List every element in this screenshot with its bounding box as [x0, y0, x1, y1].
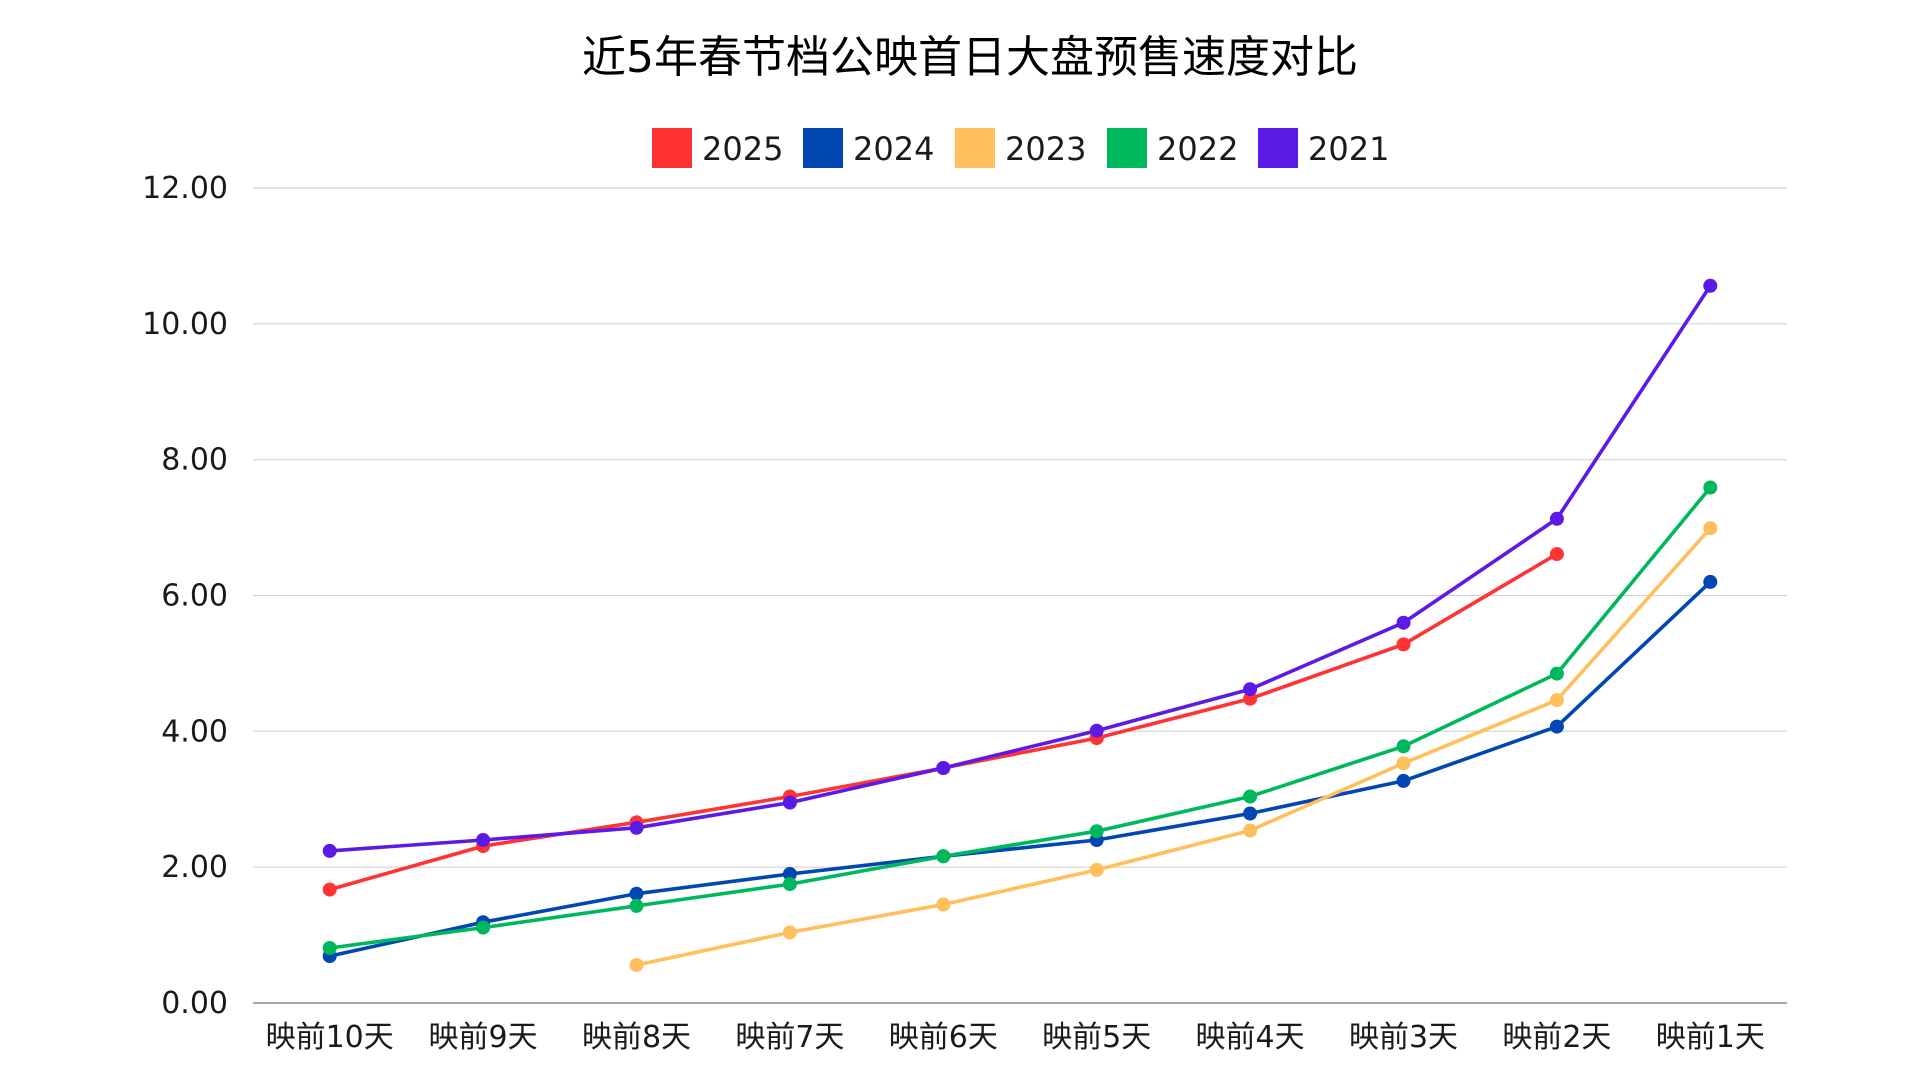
data-point-2023: [1089, 862, 1104, 877]
data-point-2022: [1243, 789, 1258, 804]
y-tick-label: 10.00: [142, 307, 228, 342]
legend-item-2022: 2022: [1107, 128, 1238, 168]
data-point-2021: [1243, 682, 1258, 697]
y-tick-label: 6.00: [161, 579, 228, 614]
data-point-2025: [1549, 547, 1564, 562]
legend-item-2024: 2024: [803, 128, 934, 168]
data-point-2022: [936, 849, 951, 864]
legend-item-2025: 2025: [652, 128, 783, 168]
data-point-2021: [1089, 723, 1104, 738]
data-point-2025: [1396, 637, 1411, 652]
x-tick-label: 映前7天: [735, 1020, 844, 1055]
data-point-2022: [322, 941, 337, 955]
x-tick-label: 映前5天: [1042, 1020, 1151, 1055]
legend-swatch: [955, 128, 995, 168]
data-point-2024: [1703, 574, 1718, 589]
data-point-2024: [1549, 719, 1564, 734]
y-axis: 0.00 2.00 4.00 6.00 8.00 10.00 12.00: [142, 171, 1787, 1021]
data-point-2021: [936, 761, 951, 775]
data-point-2024: [1243, 806, 1258, 821]
data-point-2021: [322, 843, 337, 858]
legend-swatch: [652, 128, 692, 168]
data-point-2021: [476, 833, 491, 847]
x-tick-label: 映前6天: [889, 1020, 998, 1055]
series-line-2021: [327, 283, 1713, 853]
legend: 2025 2024 2023 2022 2021: [652, 128, 1389, 168]
data-point-2023: [1703, 521, 1718, 536]
y-tick-label: 4.00: [161, 714, 228, 749]
x-tick-label: 映前1天: [1656, 1020, 1765, 1055]
data-point-2021: [1549, 511, 1564, 526]
series-line-2024: [327, 580, 1713, 958]
series-points: [322, 278, 1718, 972]
x-axis: 映前10天 映前9天 映前8天 映前7天 映前6天 映前5天 映前4天 映前3天 映前2天 映前1…: [266, 1020, 1765, 1055]
legend-label: 2024: [853, 130, 934, 168]
data-point-2021: [1396, 615, 1411, 630]
data-point-2023: [629, 958, 644, 972]
x-tick-label: 映前8天: [582, 1020, 691, 1055]
data-point-2021: [782, 795, 797, 810]
series-line-2022: [327, 485, 1713, 950]
data-point-2023: [1243, 823, 1258, 838]
data-point-2021: [1703, 278, 1718, 293]
x-tick-label: 映前9天: [429, 1020, 538, 1055]
data-point-2022: [1089, 824, 1104, 839]
y-tick-label: 2.00: [161, 850, 228, 885]
legend-swatch: [1107, 128, 1147, 168]
data-point-2023: [936, 897, 951, 912]
x-tick-label: 映前10天: [266, 1020, 394, 1055]
data-point-2025: [322, 882, 337, 897]
legend-label: 2022: [1157, 130, 1238, 168]
series-lines: [327, 283, 1713, 967]
data-point-2024: [629, 886, 644, 901]
series-line-2023: [634, 526, 1713, 967]
data-point-2024: [782, 867, 797, 881]
data-point-2022: [629, 898, 644, 913]
legend-item-2023: 2023: [955, 128, 1086, 168]
legend-label: 2023: [1005, 130, 1086, 168]
chart-title: 近5年春节档公映首日大盘预售速度对比: [582, 32, 1358, 83]
data-point-2021: [629, 820, 644, 835]
gridlines: [253, 187, 1787, 868]
legend-item-2021: 2021: [1258, 128, 1389, 168]
data-point-2024: [1396, 773, 1411, 788]
data-point-2022: [1396, 739, 1411, 754]
legend-label: 2021: [1308, 130, 1389, 168]
x-tick-label: 映前4天: [1196, 1020, 1305, 1055]
data-point-2022: [782, 877, 797, 892]
legend-swatch: [803, 128, 843, 168]
y-tick-label: 12.00: [142, 171, 228, 206]
y-tick-label: 0.00: [161, 986, 228, 1021]
legend-label: 2025: [702, 130, 783, 168]
x-tick-label: 映前3天: [1349, 1020, 1458, 1055]
x-tick-label: 映前2天: [1502, 1020, 1611, 1055]
data-point-2023: [1396, 756, 1411, 771]
data-point-2022: [1549, 666, 1564, 681]
y-tick-label: 8.00: [161, 443, 228, 478]
data-point-2022: [476, 920, 491, 935]
data-point-2023: [1549, 693, 1564, 708]
data-point-2023: [782, 925, 797, 940]
data-point-2022: [1703, 480, 1718, 495]
legend-swatch: [1258, 128, 1298, 168]
